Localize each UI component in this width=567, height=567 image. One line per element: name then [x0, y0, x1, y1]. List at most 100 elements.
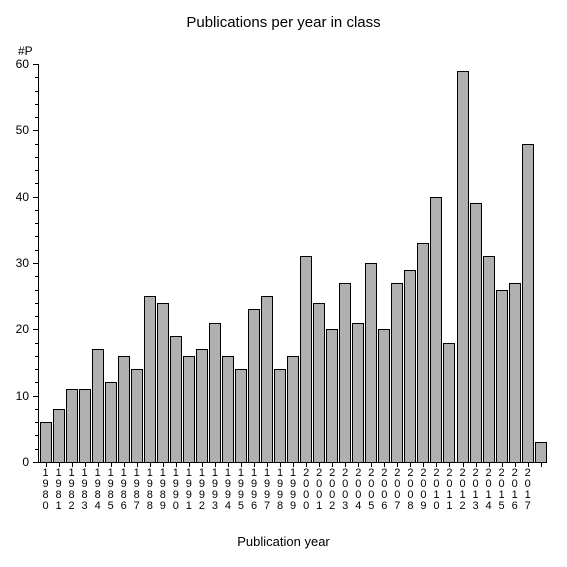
x-tick-label: 1 9 9 1 [182, 468, 195, 512]
bar-slot [65, 64, 78, 462]
y-tick [33, 210, 39, 211]
bar-slot [117, 64, 130, 462]
x-tick: 1 9 8 6 [117, 462, 130, 512]
y-tick-minor [35, 303, 39, 304]
y-tick-minor [35, 250, 39, 251]
bar [196, 349, 208, 462]
bar-slot [78, 64, 91, 462]
bar-slot [339, 64, 352, 462]
x-tick-label: 2 0 0 3 [339, 468, 352, 512]
x-tick-label: 2 0 0 7 [391, 468, 404, 512]
x-tick-mark [85, 462, 86, 467]
x-tick: 1 9 9 6 [248, 462, 261, 512]
x-tick-label: 1 9 8 0 [39, 468, 52, 512]
bar [509, 283, 521, 462]
x-tick-mark [202, 462, 203, 467]
bar [66, 389, 78, 462]
bar [183, 356, 195, 462]
x-tick-mark [502, 462, 503, 467]
x-tick: 1 9 8 5 [104, 462, 117, 512]
y-tick-minor [35, 170, 39, 171]
x-tick-mark [397, 462, 398, 467]
publications-chart: Publications per year in class #P 010203… [0, 0, 567, 567]
bar-slot [430, 64, 443, 462]
x-tick-label: 1 9 9 7 [261, 468, 274, 512]
bar [79, 389, 91, 462]
y-tick-mark [33, 329, 39, 330]
x-tick: 1 9 8 0 [39, 462, 52, 512]
bar-slot [248, 64, 261, 462]
bar [352, 323, 364, 462]
y-tick [33, 170, 39, 171]
x-tick-label: 1 9 8 9 [156, 468, 169, 512]
x-tick: 1 9 8 8 [143, 462, 156, 512]
x-tick-mark [476, 462, 477, 467]
x-tick: 2 0 1 4 [482, 462, 495, 512]
y-tick [33, 157, 39, 158]
x-tick-mark [515, 462, 516, 467]
bar-slot [417, 64, 430, 462]
y-tick-minor [35, 290, 39, 291]
x-axis-label: Publication year [0, 534, 567, 549]
x-tick: 1 9 9 2 [195, 462, 208, 512]
y-tick [33, 369, 39, 370]
y-tick [33, 382, 39, 383]
y-tick [33, 77, 39, 78]
x-tick-label: 1 9 8 7 [130, 468, 143, 512]
x-tick: 1 9 8 9 [156, 462, 169, 512]
x-tick-label: 2 0 1 3 [469, 468, 482, 512]
bar [209, 323, 221, 462]
bar-slot [352, 64, 365, 462]
y-tick-minor [35, 183, 39, 184]
x-tick-mark [345, 462, 346, 467]
bar [378, 329, 390, 462]
y-tick: 10 [33, 396, 39, 397]
x-tick-mark [463, 462, 464, 467]
y-tick [33, 183, 39, 184]
x-tick-mark [371, 462, 372, 467]
x-tick: 2 0 0 1 [313, 462, 326, 512]
bar [300, 256, 312, 462]
x-tick: 1 9 9 9 [287, 462, 300, 512]
x-tick-mark [228, 462, 229, 467]
bar [157, 303, 169, 462]
x-tick-label: 2 0 0 2 [326, 468, 339, 512]
y-tick-minor [35, 382, 39, 383]
x-tick: 1 9 9 3 [208, 462, 221, 512]
bar [313, 303, 325, 462]
bar [261, 296, 273, 462]
y-tick: 30 [33, 263, 39, 264]
x-tick: 1 9 9 8 [274, 462, 287, 512]
bar [144, 296, 156, 462]
bar-slot [482, 64, 495, 462]
bar-slot [104, 64, 117, 462]
x-tick: 2 0 0 3 [339, 462, 352, 512]
y-tick [33, 144, 39, 145]
y-tick-minor [35, 449, 39, 450]
x-tick-mark [254, 462, 255, 467]
x-tick-label: 1 9 8 3 [78, 468, 91, 512]
y-tick-mark [33, 396, 39, 397]
y-tick-label: 60 [16, 57, 29, 71]
bar-slot [378, 64, 391, 462]
y-tick-minor [35, 210, 39, 211]
bar-slot [130, 64, 143, 462]
bar [339, 283, 351, 462]
y-tick-label: 10 [16, 389, 29, 403]
x-tick-mark [267, 462, 268, 467]
x-tick-label: 1 9 9 8 [274, 468, 287, 512]
bar-slot [469, 64, 482, 462]
x-tick-label: 2 0 1 0 [430, 468, 443, 512]
x-tick-label: 2 0 0 5 [365, 468, 378, 512]
y-tick [33, 104, 39, 105]
x-tick: 2 0 1 0 [430, 462, 443, 512]
x-tick-label: 2 0 1 1 [443, 468, 456, 512]
y-tick: 60 [33, 64, 39, 65]
bar-slot [261, 64, 274, 462]
bar [40, 422, 52, 462]
x-tick: 1 9 8 7 [130, 462, 143, 512]
x-tick-mark [72, 462, 73, 467]
y-tick [33, 276, 39, 277]
y-tick-minor [35, 77, 39, 78]
x-tick-label: 1 9 9 3 [208, 468, 221, 512]
